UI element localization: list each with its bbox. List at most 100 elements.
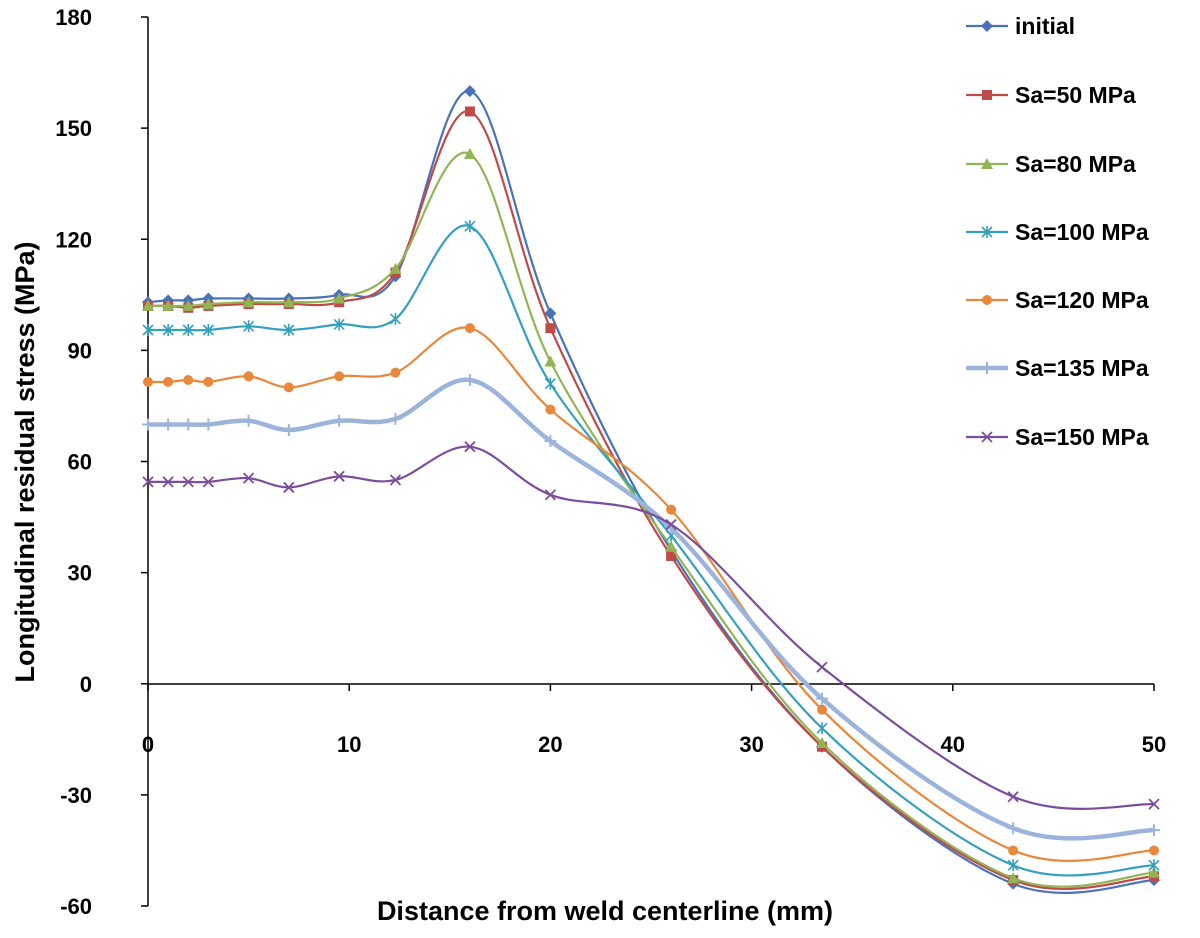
data-point [243, 320, 255, 333]
y-tick-label: 90 [68, 338, 92, 363]
legend-label: initial [1015, 13, 1075, 39]
legend-marker [981, 226, 993, 238]
data-point [182, 324, 194, 337]
y-tick-label: 180 [55, 5, 92, 30]
data-point [1148, 798, 1160, 810]
series-line-sa-150-mpa [148, 445, 1155, 810]
legend-marker [981, 362, 993, 374]
y-tick-label: 150 [55, 116, 92, 141]
series-group [142, 85, 1160, 895]
series-sa-150-mpa [142, 441, 1160, 810]
data-point [1008, 845, 1019, 856]
legend-item-sa-100-mpa: Sa=100 MPa [966, 219, 1149, 245]
series-sa-100-mpa [142, 220, 1160, 877]
legend-item-sa-120-mpa: Sa=120 MPa [966, 287, 1149, 313]
data-point [1007, 872, 1020, 884]
y-tick-label: 60 [68, 450, 92, 475]
data-point [243, 371, 254, 382]
x-tick-label: 0 [142, 732, 154, 757]
axes [147, 17, 1154, 906]
data-point [182, 299, 195, 311]
data-point [816, 692, 829, 705]
data-point [544, 435, 557, 448]
data-point [333, 292, 346, 304]
series-line-sa-100-mpa [148, 224, 1155, 877]
data-point [544, 489, 557, 501]
series-line-sa-135-mpa [147, 377, 1155, 841]
y-axis-title: Longitudinal residual stress (MPa) [10, 241, 40, 682]
data-point [202, 476, 214, 488]
data-point [283, 324, 295, 337]
series-line-sa-80-mpa [147, 151, 1155, 888]
data-point [389, 262, 402, 274]
data-point [544, 307, 557, 320]
data-point [544, 377, 556, 390]
data-point [464, 441, 476, 453]
data-point [333, 318, 345, 331]
data-point [665, 518, 677, 531]
x-tick-label: 20 [538, 732, 562, 757]
legend-marker [981, 431, 993, 443]
series-line-initial [147, 89, 1155, 895]
data-point [666, 504, 677, 515]
data-point [816, 722, 828, 735]
legend-marker [981, 158, 993, 169]
data-point [665, 540, 678, 552]
data-point [162, 476, 174, 488]
legend-marker [981, 20, 993, 32]
y-tick-label: 120 [55, 227, 92, 252]
legend-label: Sa=80 MPa [1015, 151, 1136, 177]
series-sa-50-mpa [143, 106, 1159, 891]
data-point [282, 424, 295, 437]
y-tick-label: -30 [60, 783, 92, 808]
data-point [283, 481, 295, 494]
data-point [162, 299, 175, 311]
series-line-sa-120-mpa [147, 326, 1155, 862]
legend-marker [982, 90, 992, 100]
y-tick-label: 30 [68, 561, 92, 586]
data-point [545, 404, 556, 415]
series-sa-80-mpa [142, 148, 1160, 888]
legend: initial Sa=50 MPa Sa=80 MPa Sa=100 MPa Sa=12… [966, 13, 1149, 450]
data-point [816, 661, 828, 673]
data-point [463, 374, 476, 387]
data-point [817, 704, 828, 715]
data-point [334, 371, 345, 382]
data-point [463, 148, 476, 160]
data-point [333, 414, 346, 427]
data-point [1007, 859, 1019, 872]
data-point [182, 418, 195, 431]
data-point [142, 299, 154, 311]
legend-item-sa-135-mpa: Sa=135 MPa [966, 355, 1149, 381]
data-point [142, 418, 154, 431]
legend-label: Sa=150 MPa [1015, 424, 1149, 450]
data-point [389, 474, 402, 486]
tick-labels: 180 150 120 90 60 30 0 -30 -60 0 10 20 30 40 50 [55, 5, 1166, 919]
series-sa-135-mpa [142, 374, 1160, 841]
series-line-sa-50-mpa [147, 110, 1155, 891]
data-point [390, 367, 401, 378]
data-point [389, 312, 402, 325]
data-point [163, 376, 174, 387]
data-point [142, 324, 154, 337]
data-point [1148, 859, 1160, 872]
legend-label: Sa=100 MPa [1015, 219, 1149, 245]
x-tick-label: 40 [941, 732, 965, 757]
y-tick-label: -60 [60, 894, 92, 919]
data-point [182, 476, 194, 488]
x-tick-label: 10 [337, 732, 361, 757]
data-point [242, 414, 255, 427]
data-point [143, 376, 153, 387]
y-tick-label: 0 [80, 672, 92, 697]
legend-item-sa-150-mpa: Sa=150 MPa [966, 424, 1149, 450]
data-point [333, 470, 345, 482]
data-point [1007, 822, 1020, 835]
data-point [203, 376, 214, 387]
data-point [545, 323, 556, 334]
data-point [142, 476, 154, 488]
data-point [162, 418, 175, 431]
series-sa-120-mpa [143, 323, 1159, 862]
x-tick-label: 30 [739, 732, 763, 757]
data-point [389, 412, 402, 425]
